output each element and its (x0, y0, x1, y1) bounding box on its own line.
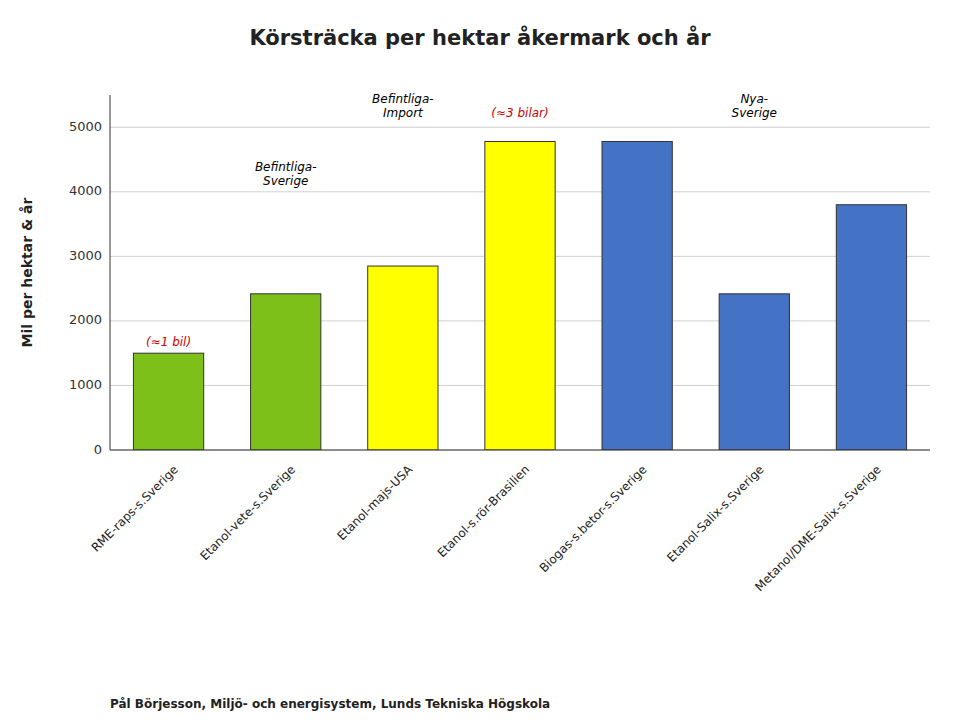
bar (133, 353, 203, 450)
y-tick-label: 0 (94, 442, 102, 457)
x-tick-label: Etanol-s.rör-Brasilien (435, 462, 533, 560)
annotation: (≈1 bil) (146, 335, 191, 349)
bar (368, 266, 438, 450)
y-tick-label: 5000 (69, 119, 102, 134)
chart: Körsträcka per hektar åkermark och år 0 10… (0, 0, 960, 720)
y-tick-label: 1000 (69, 377, 102, 392)
page: {"chart_data": {"type": "bar", "title": … (0, 0, 960, 720)
annotations: (≈1 bil) Befintliga-Sverige Befintliga-Imp… (146, 92, 777, 349)
footer: Pål Börjesson, Miljö- och energisystem, … (110, 697, 550, 711)
x-axis-line (110, 450, 930, 451)
x-tick-label: Etanol-vete-s.Sverige (197, 462, 298, 563)
annotation: Befintliga-Sverige (255, 160, 317, 188)
grid-line (110, 450, 930, 451)
x-tick-label: Etanol-Salix-s.Sverige (664, 462, 766, 564)
y-tick-label: 3000 (69, 248, 102, 263)
bar (602, 141, 672, 450)
annotation: Nya-Sverige (732, 92, 777, 120)
annotation: (≈3 bilar) (491, 106, 548, 120)
title: Körsträcka per hektar åkermark och år (249, 25, 711, 50)
y-axis-line (110, 95, 111, 450)
bars (133, 141, 906, 450)
x-tick-label: Biogas-s.betor-s.Sverige (537, 462, 650, 575)
y-tick-label: 4000 (69, 183, 102, 198)
annotation: Befintliga-Import (372, 92, 434, 120)
x-tick-label: Metanol/DME-Salix-s.Sverige (752, 462, 884, 594)
bar (485, 141, 555, 450)
x-tick-label: RME-raps-s.Sverige (89, 462, 181, 554)
bar (836, 205, 906, 450)
y-axis-label: Mil per hektar & år (19, 197, 35, 347)
bar (719, 294, 789, 450)
bar (251, 294, 321, 450)
grid (110, 127, 930, 450)
grid-line (110, 127, 930, 128)
y-tick-label: 2000 (69, 312, 102, 327)
x-tick-label: Etanol-majs-USA (335, 462, 416, 543)
chart-container: Körsträcka per hektar åkermark och år 0 10… (0, 0, 960, 720)
